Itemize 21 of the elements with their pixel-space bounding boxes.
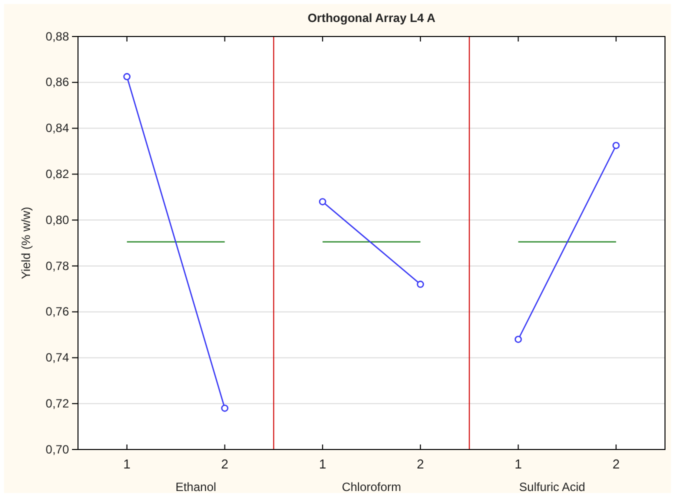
y-tick-label: 0,82 — [46, 167, 70, 182]
x-tick-label: 1 — [123, 456, 131, 472]
x-tick-label: 2 — [612, 456, 620, 472]
x-tick-label: 2 — [221, 456, 228, 472]
y-tick-label: 0,70 — [46, 442, 70, 456]
y-tick-label: 0,74 — [46, 350, 70, 365]
y-tick-label: 0,88 — [46, 29, 70, 44]
y-tick-label: 0,84 — [46, 121, 70, 136]
chart-title: Orthogonal Array L4 A — [308, 11, 436, 25]
x-axis-title: Sulfuric Acid — [519, 480, 586, 494]
x-tick-label: 2 — [416, 456, 424, 472]
y-axis-title: Yield (% w/w) — [19, 206, 33, 280]
y-tick-label: 0,86 — [46, 75, 70, 90]
y-tick-label: 0,76 — [46, 304, 70, 319]
x-axis-title: Ethanol — [175, 480, 216, 494]
x-tick-label: 1 — [514, 456, 522, 472]
y-tick-label: 0,78 — [46, 258, 70, 273]
x-axis-title: Chloroform — [342, 480, 402, 494]
x-tick-label: 1 — [318, 456, 326, 472]
y-tick-label: 0,72 — [46, 396, 70, 410]
y-tick-label: 0,80 — [46, 212, 70, 227]
